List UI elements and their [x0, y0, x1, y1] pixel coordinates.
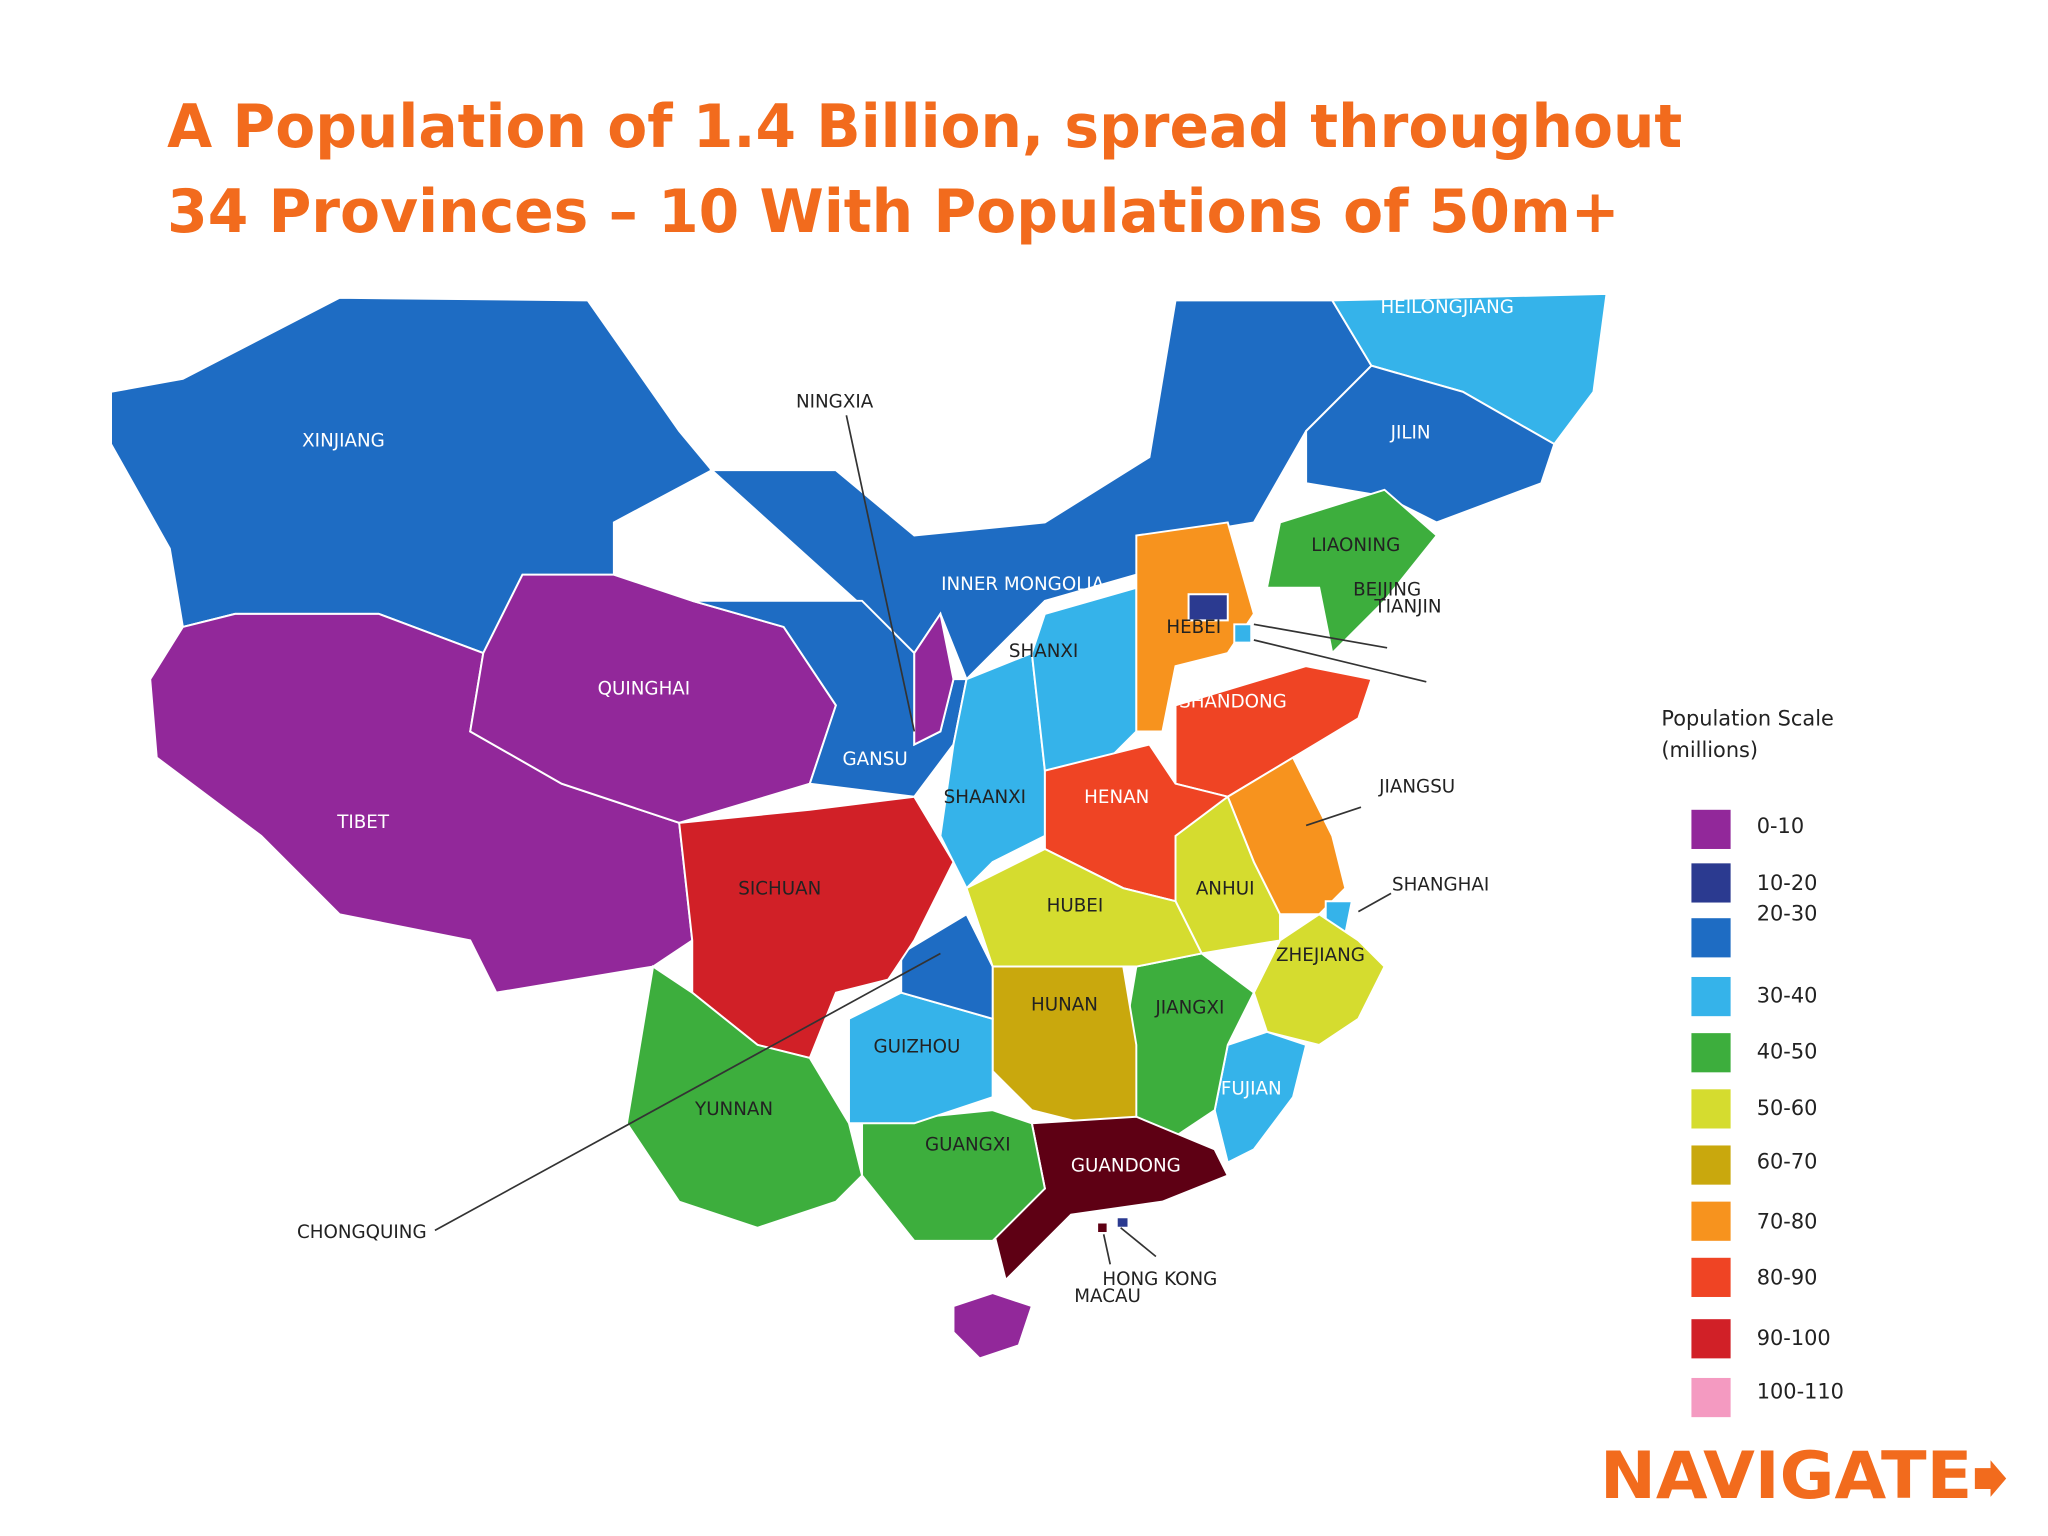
- legend-label: 100-110: [1757, 1379, 1844, 1403]
- legend-swatch: [1691, 976, 1731, 1017]
- province-label: GANSU: [842, 749, 907, 770]
- province-label: ZHEJIANG: [1276, 945, 1365, 966]
- province-label: HONG KONG: [1102, 1269, 1217, 1290]
- legend-swatch: [1691, 1257, 1731, 1297]
- legend-title: (millions): [1661, 738, 1758, 762]
- province-shape: [149, 612, 694, 994]
- legend-label: 60-70: [1757, 1149, 1818, 1173]
- province-shape: [1252, 913, 1386, 1046]
- province-shape: [1305, 364, 1556, 524]
- province-label: HEBEI: [1166, 617, 1221, 638]
- legend-label: 0-10: [1757, 814, 1804, 838]
- legend-label: 90-100: [1757, 1326, 1831, 1350]
- province-label: SHANDONG: [1179, 692, 1287, 713]
- leader-lines: [434, 415, 1427, 1265]
- province-shape: [965, 847, 1204, 968]
- leader-line: [1253, 639, 1427, 683]
- logo-arrow: [1974, 1460, 2007, 1497]
- legend-swatch: [1691, 809, 1731, 849]
- logo: NAVIGATE: [1600, 1438, 1972, 1514]
- province-label: MACAU: [1074, 1286, 1141, 1307]
- province-shape: [1233, 623, 1253, 644]
- legend: 0-10 10-20 20-30 30-40 40-50 50-60 60-70 70-80 8…: [1691, 809, 1844, 1418]
- province-label: NINGXIA: [796, 391, 874, 412]
- province-shape: [1265, 488, 1439, 656]
- legend-title: Population Scale: [1661, 707, 1833, 731]
- province-shape: [861, 1109, 1046, 1242]
- province-label: GUIZHOU: [873, 1037, 960, 1058]
- province-label: XINJIANG: [302, 430, 385, 451]
- province-label: INNER MONGOLIA: [941, 574, 1105, 595]
- province-label: JIANGSU: [1378, 777, 1455, 798]
- legend-label: 10-20: [1757, 871, 1818, 895]
- province-label: SHANGHAI: [1392, 875, 1489, 896]
- leader-line: [1120, 1227, 1157, 1258]
- leader-line: [434, 952, 941, 1232]
- legend-swatch: [1691, 1033, 1731, 1073]
- province-shape: [1096, 1221, 1109, 1234]
- province-label: JILIN: [1390, 423, 1431, 444]
- province-label: YUNNAN: [694, 1099, 773, 1120]
- province-label: BEIJING: [1353, 579, 1421, 600]
- province-label: QUINGHAI: [598, 679, 691, 700]
- leader-line: [1305, 806, 1362, 827]
- legend-swatch: [1691, 1319, 1731, 1359]
- legend-swatch: [1691, 863, 1731, 903]
- province-label: GUANDONG: [1071, 1155, 1181, 1176]
- province-label: HEILONGJIANG: [1380, 297, 1513, 318]
- province-shape: [1135, 521, 1255, 733]
- province-label: SICHUAN: [738, 878, 821, 899]
- legend-swatch: [1691, 1377, 1731, 1418]
- province-shape: [678, 795, 955, 1060]
- province-label: HENAN: [1084, 787, 1149, 808]
- province-label: HUNAN: [1031, 995, 1098, 1016]
- map: [110, 292, 1608, 1360]
- legend-label: 40-50: [1757, 1040, 1818, 1064]
- province-shape: [1213, 1030, 1308, 1164]
- province-label: JIANGXI: [1154, 997, 1224, 1018]
- title-line: A Population of 1.4 Billion, spread thro…: [167, 92, 1682, 162]
- province-shape: [1030, 586, 1138, 772]
- title-line: 34 Provinces – 10 With Populations of 50…: [167, 177, 1619, 247]
- legend-swatch: [1691, 1145, 1731, 1185]
- province-label: FUJIAN: [1221, 1078, 1282, 1099]
- province-shape: [625, 964, 864, 1229]
- legend-label: 20-30: [1757, 901, 1818, 925]
- province-label: ANHUI: [1196, 878, 1255, 899]
- province-shape: [952, 1292, 1034, 1360]
- leader-line: [845, 415, 916, 732]
- province-shape: [991, 965, 1138, 1125]
- province-label: CHONGQUING: [297, 1222, 427, 1243]
- province-label: LIAONING: [1311, 535, 1400, 556]
- legend-label: 80-90: [1757, 1266, 1818, 1290]
- province-label: GUANGXI: [925, 1134, 1011, 1155]
- legend-label: 70-80: [1757, 1210, 1818, 1234]
- province-shape: [1187, 593, 1229, 622]
- legend-swatch: [1691, 918, 1731, 958]
- province-label: SHANXI: [1009, 641, 1078, 662]
- province-label: SHAANXI: [944, 787, 1026, 808]
- legend-label: 50-60: [1757, 1096, 1818, 1120]
- leader-line: [1253, 623, 1388, 649]
- province-label: TIBET: [336, 812, 390, 833]
- province-labels: XINJIANG TIBET QUINGHAI INNER MONGOLIA GANSU…: [297, 297, 1514, 1307]
- province-label: TIANJIN: [1373, 596, 1441, 617]
- province-shape: [900, 912, 994, 1021]
- province-label: HUBEI: [1047, 895, 1104, 916]
- leader-line: [1357, 892, 1392, 913]
- legend-swatch: [1691, 1089, 1731, 1129]
- leader-line: [1102, 1234, 1112, 1265]
- province-shape: [1115, 1216, 1130, 1229]
- legend-swatch: [1691, 1201, 1731, 1241]
- legend-label: 30-40: [1757, 984, 1818, 1008]
